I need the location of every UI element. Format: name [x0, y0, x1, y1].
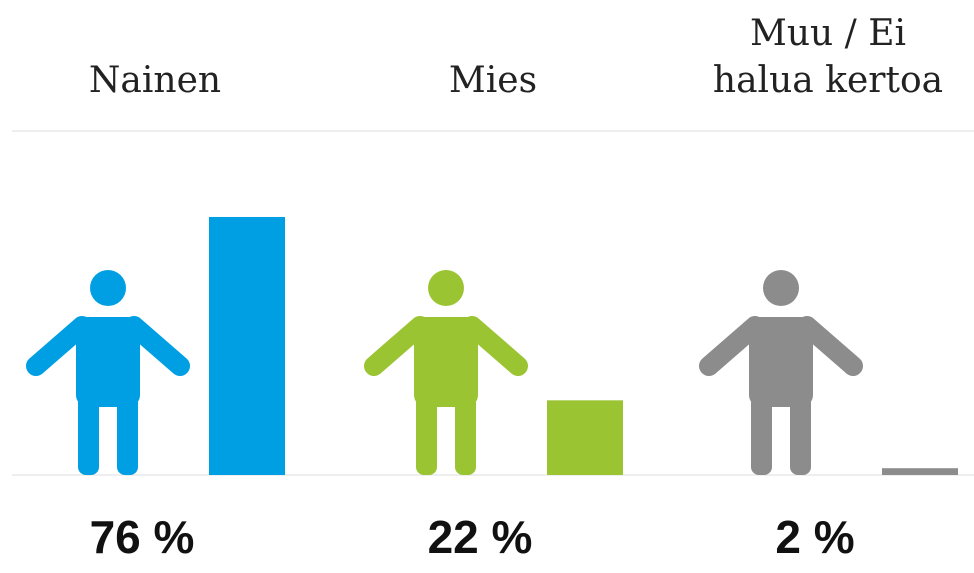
person-torso — [749, 317, 813, 407]
person-arm — [462, 316, 528, 376]
bar — [547, 400, 623, 475]
person-leg — [416, 395, 437, 475]
person-arm — [26, 316, 92, 376]
value-label: 22 % — [427, 511, 533, 563]
value-label: 2 % — [775, 511, 855, 563]
person-arm — [699, 316, 765, 376]
person-head — [763, 270, 799, 306]
person-arm — [797, 316, 863, 376]
person-head — [428, 270, 464, 306]
person-leg — [78, 395, 99, 475]
category-label: Muu / Ei halua kertoa — [712, 13, 944, 101]
person-leg — [751, 395, 772, 475]
person-leg — [117, 395, 138, 475]
value-label: 76 % — [89, 511, 195, 563]
person-leg — [790, 395, 811, 475]
category-label: Nainen — [88, 60, 222, 101]
person-torso — [76, 317, 140, 407]
person-leg — [455, 395, 476, 475]
bar — [209, 216, 285, 476]
person-arm — [364, 316, 430, 376]
bar — [882, 468, 958, 475]
person-torso — [414, 317, 478, 407]
person-head — [90, 270, 126, 306]
category-label: Mies — [448, 60, 538, 101]
person-arm — [124, 316, 190, 376]
